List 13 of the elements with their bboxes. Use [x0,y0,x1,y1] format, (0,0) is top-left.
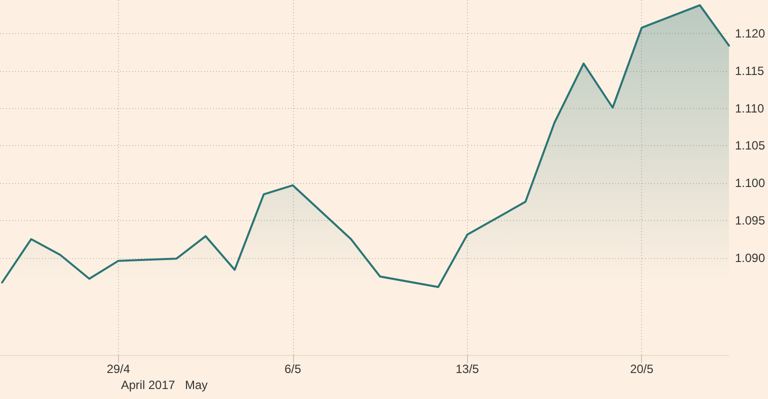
x-tick-label: 20/5 [630,362,654,376]
x-tick-label: 29/4 [106,362,130,376]
y-tick-label: 1.120 [734,26,766,41]
y-tick-label: 1.110 [734,101,764,116]
y-tick-label: 1.100 [734,176,766,190]
y-tick-label: 1.115 [734,64,764,78]
text: May [185,378,208,392]
y-tick-label: 1.105 [734,138,766,153]
x-tick-label: 6/5 [284,362,302,376]
text: April 2017 [121,378,176,392]
y-tick-label: 1.090 [734,250,766,265]
x-tick-label: 13/5 [456,362,480,376]
y-tick-label: 1.095 [734,213,766,228]
